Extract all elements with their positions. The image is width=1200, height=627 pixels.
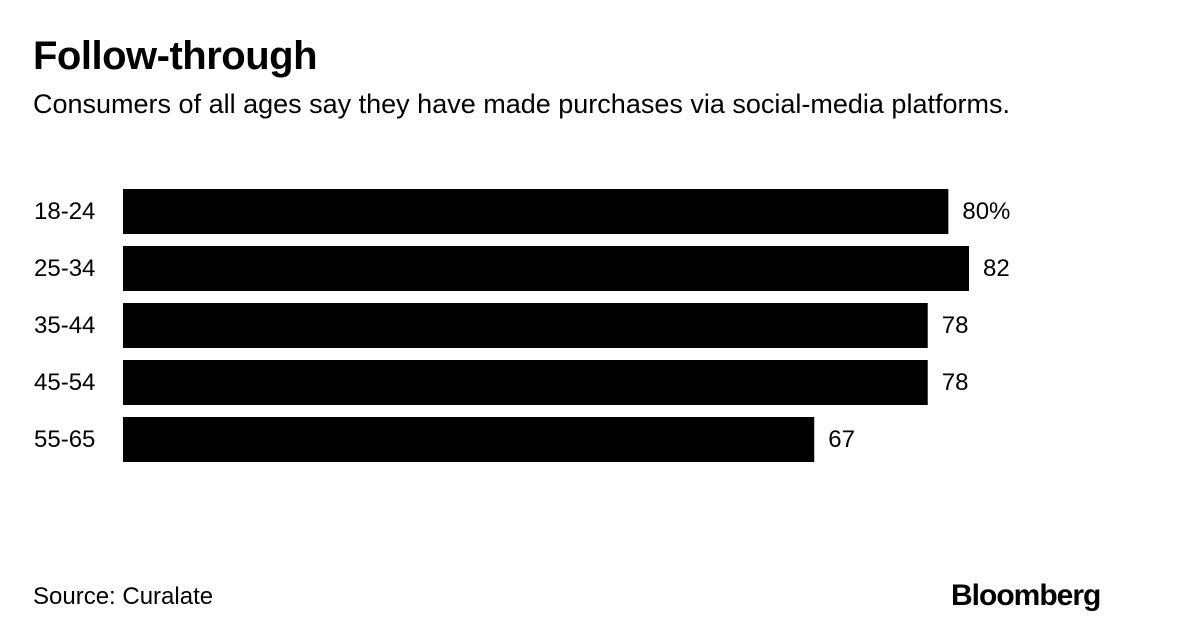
bar-45-54 (123, 360, 928, 405)
bar-55-65 (123, 417, 815, 462)
chart-subtitle: Consumers of all ages say they have made… (33, 89, 1010, 119)
value-label: 80% (962, 198, 1010, 225)
category-label: 55-65 (34, 426, 95, 453)
value-label: 67 (828, 426, 855, 453)
value-label: 78 (942, 312, 969, 339)
source-note: Source: Curalate (33, 583, 214, 610)
category-label: 35-44 (34, 312, 95, 339)
bloomberg-logo: Bloomberg (951, 579, 1101, 612)
bar-35-44 (123, 303, 928, 348)
category-label: 25-34 (34, 255, 95, 282)
category-label: 45-54 (34, 369, 95, 396)
bar-18-24 (123, 189, 949, 234)
chart-title: Follow-through (33, 34, 318, 78)
value-label: 82 (983, 255, 1010, 282)
category-label: 18-24 (34, 198, 95, 225)
value-label: 78 (942, 369, 969, 396)
bar-25-34 (123, 246, 969, 291)
